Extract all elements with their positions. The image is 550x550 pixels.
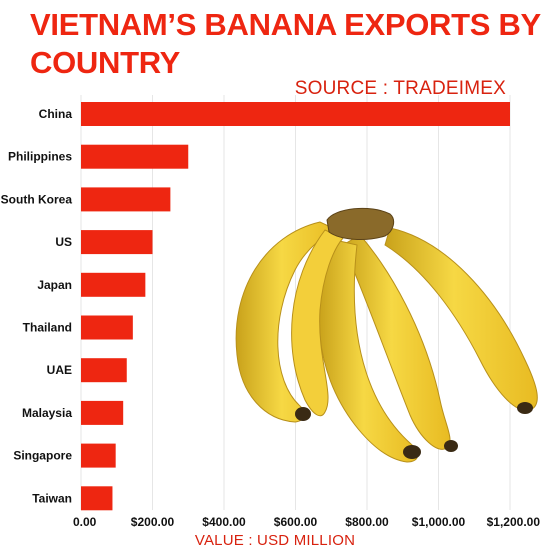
bar	[81, 400, 124, 425]
category-label: Philippines	[8, 150, 72, 164]
bar	[81, 486, 113, 511]
category-label: UAE	[47, 363, 72, 377]
bar	[81, 443, 116, 468]
x-tick-label: $200.00	[131, 515, 175, 529]
bar	[81, 187, 171, 212]
bar	[81, 358, 127, 383]
bar	[81, 102, 510, 126]
category-label: Thailand	[23, 321, 72, 335]
chart-title: VIETNAM’S BANANA EXPORTS BY COUNTRY	[30, 7, 541, 80]
x-tick-label: 0.00	[73, 515, 97, 529]
category-label: South Korea	[1, 192, 73, 206]
source-note: SOURCE : TRADEIMEX	[294, 78, 506, 99]
category-label: Singapore	[13, 449, 72, 463]
x-tick-label: $1,000.00	[412, 515, 466, 529]
category-label: Japan	[37, 278, 72, 292]
category-label: Taiwan	[32, 491, 72, 505]
x-tick-labels: 0.00 $200.00 $400.00 $600.00 $800.00 $1,000.0…	[73, 515, 540, 529]
x-tick-label: $1,200.00	[487, 515, 541, 529]
bars	[81, 102, 510, 511]
x-axis-title: VALUE : USD MILLION	[194, 532, 356, 549]
bar	[81, 272, 146, 297]
bar	[81, 144, 189, 169]
x-tick-label: $600.00	[274, 515, 318, 529]
bar	[81, 230, 153, 255]
category-label: China	[39, 107, 73, 121]
category-labels: China Philippines South Korea US Japan Thaila…	[1, 107, 73, 505]
x-tick-label: $400.00	[202, 515, 246, 529]
category-label: Malaysia	[22, 406, 72, 420]
category-label: US	[55, 235, 72, 249]
banana-bunch-image	[235, 207, 538, 463]
x-tick-label: $800.00	[345, 515, 389, 529]
bar	[81, 315, 133, 340]
